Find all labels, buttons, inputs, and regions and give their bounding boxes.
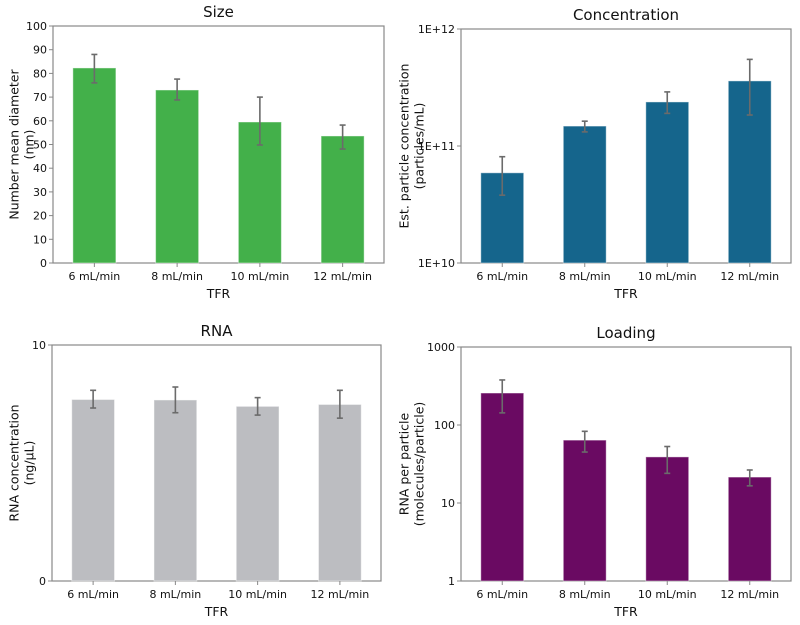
bar: [727, 476, 772, 582]
x-tick-label: 8 mL/min: [559, 588, 611, 601]
bar: [155, 89, 200, 264]
x-tick-label: 8 mL/min: [149, 588, 201, 601]
y-tick-label: 1000: [427, 341, 455, 354]
y-tick-label: 100: [26, 20, 47, 33]
x-tick-label: 12 mL/min: [313, 270, 372, 283]
y-tick-label: 1E+12: [418, 23, 455, 36]
plot-frame: [51, 344, 382, 582]
y-axis-label: Est. particle concentration: [396, 64, 411, 229]
y-tick-label: 100: [434, 419, 455, 432]
bar: [562, 125, 607, 264]
y-tick-label: 60: [33, 115, 47, 128]
x-axis-label: TFR: [204, 604, 229, 619]
x-tick-label: 12 mL/min: [720, 270, 779, 283]
y-tick-label: 50: [33, 139, 47, 152]
y-axis-label: Number mean diameter: [6, 69, 21, 220]
bar: [235, 405, 280, 582]
chart-panel-concentration: Concentration 6 mL/min 8 mL/min 10 mL/min 12…: [396, 6, 792, 301]
x-tick-label: 10 mL/min: [228, 588, 287, 601]
x-axis-label: TFR: [206, 286, 231, 301]
x-tick-label: 8 mL/min: [151, 270, 203, 283]
y-axis-label: RNA per particle: [396, 412, 411, 515]
chart-title: Size: [203, 3, 234, 21]
y-axis-label: RNA concentration: [6, 404, 21, 521]
y-tick-label: 90: [33, 44, 47, 57]
y-tick-label: 1: [448, 575, 455, 588]
x-tick-label: 6 mL/min: [476, 588, 528, 601]
y-axis-label: (molecules/particle): [411, 402, 426, 527]
x-tick-label: 12 mL/min: [310, 588, 369, 601]
bar: [317, 403, 362, 582]
y-axis-label: (nm): [21, 130, 36, 160]
y-axis-label: (ng/µL): [21, 441, 36, 486]
y-tick-label: 20: [33, 210, 47, 223]
chart-panel-loading: Loading 6 mL/min 8 mL/min 10 mL/min 12 mL/mi…: [396, 324, 792, 619]
chart-panel-size: Size 6 mL/min 8 mL/min 10 mL/min 12 mL/min 0 1…: [6, 3, 385, 301]
y-tick-label: 30: [33, 186, 47, 199]
bar: [562, 439, 607, 582]
y-axis-label: (particles/mL): [411, 103, 426, 190]
chart-title: Concentration: [573, 6, 679, 24]
chart-panel-rna: RNA 6 mL/min 8 mL/min 10 mL/min 12 mL/min 0 10…: [6, 322, 382, 619]
x-axis-label: TFR: [613, 286, 638, 301]
bar: [320, 135, 365, 264]
x-tick-label: 12 mL/min: [720, 588, 779, 601]
y-tick-label: 10: [33, 233, 47, 246]
y-tick-label: 10: [441, 497, 455, 510]
x-tick-label: 6 mL/min: [68, 270, 120, 283]
bar: [645, 101, 690, 264]
x-tick-label: 6 mL/min: [476, 270, 528, 283]
x-tick-label: 10 mL/min: [638, 270, 697, 283]
bar: [71, 399, 116, 582]
chart-title: RNA: [201, 322, 234, 340]
x-axis-label: TFR: [613, 604, 638, 619]
y-tick-label: 80: [33, 67, 47, 80]
plot-frame: [460, 346, 792, 582]
x-tick-label: 10 mL/min: [638, 588, 697, 601]
y-tick-label: 1E+11: [418, 140, 455, 153]
y-tick-label: 10: [32, 339, 46, 352]
x-tick-label: 10 mL/min: [230, 270, 289, 283]
bar: [153, 399, 198, 582]
y-tick-label: 1E+10: [418, 257, 455, 270]
x-tick-label: 6 mL/min: [67, 588, 119, 601]
y-tick-label: 70: [33, 91, 47, 104]
x-tick-label: 8 mL/min: [559, 270, 611, 283]
y-tick-label: 40: [33, 162, 47, 175]
y-tick-label: 0: [39, 575, 46, 588]
bar: [72, 67, 117, 264]
y-tick-label: 0: [40, 257, 47, 270]
bar: [480, 392, 525, 582]
bar: [645, 456, 690, 582]
chart-title: Loading: [596, 324, 655, 342]
